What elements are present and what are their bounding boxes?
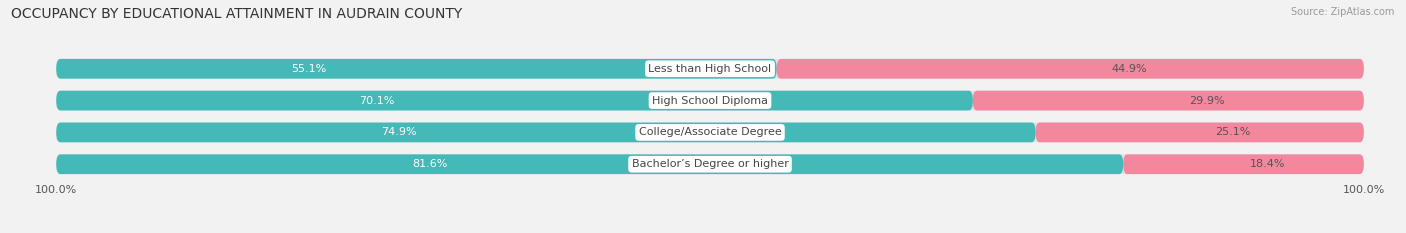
Text: High School Diploma: High School Diploma <box>652 96 768 106</box>
Text: 70.1%: 70.1% <box>360 96 395 106</box>
FancyBboxPatch shape <box>56 123 1364 142</box>
FancyBboxPatch shape <box>1036 123 1364 142</box>
FancyBboxPatch shape <box>56 59 1364 79</box>
Text: 44.9%: 44.9% <box>1111 64 1147 74</box>
FancyBboxPatch shape <box>56 154 1123 174</box>
FancyBboxPatch shape <box>776 59 1364 79</box>
Text: 29.9%: 29.9% <box>1189 96 1225 106</box>
FancyBboxPatch shape <box>56 91 973 110</box>
FancyBboxPatch shape <box>56 123 1036 142</box>
Text: College/Associate Degree: College/Associate Degree <box>638 127 782 137</box>
Text: Source: ZipAtlas.com: Source: ZipAtlas.com <box>1291 7 1395 17</box>
Text: 18.4%: 18.4% <box>1250 159 1285 169</box>
Text: 55.1%: 55.1% <box>291 64 326 74</box>
FancyBboxPatch shape <box>1123 154 1364 174</box>
Text: OCCUPANCY BY EDUCATIONAL ATTAINMENT IN AUDRAIN COUNTY: OCCUPANCY BY EDUCATIONAL ATTAINMENT IN A… <box>11 7 463 21</box>
Text: Less than High School: Less than High School <box>648 64 772 74</box>
Text: 74.9%: 74.9% <box>381 127 416 137</box>
Text: Bachelor’s Degree or higher: Bachelor’s Degree or higher <box>631 159 789 169</box>
FancyBboxPatch shape <box>56 91 1364 110</box>
Text: 25.1%: 25.1% <box>1215 127 1250 137</box>
FancyBboxPatch shape <box>56 59 776 79</box>
FancyBboxPatch shape <box>56 154 1364 174</box>
FancyBboxPatch shape <box>973 91 1364 110</box>
Text: 81.6%: 81.6% <box>412 159 447 169</box>
